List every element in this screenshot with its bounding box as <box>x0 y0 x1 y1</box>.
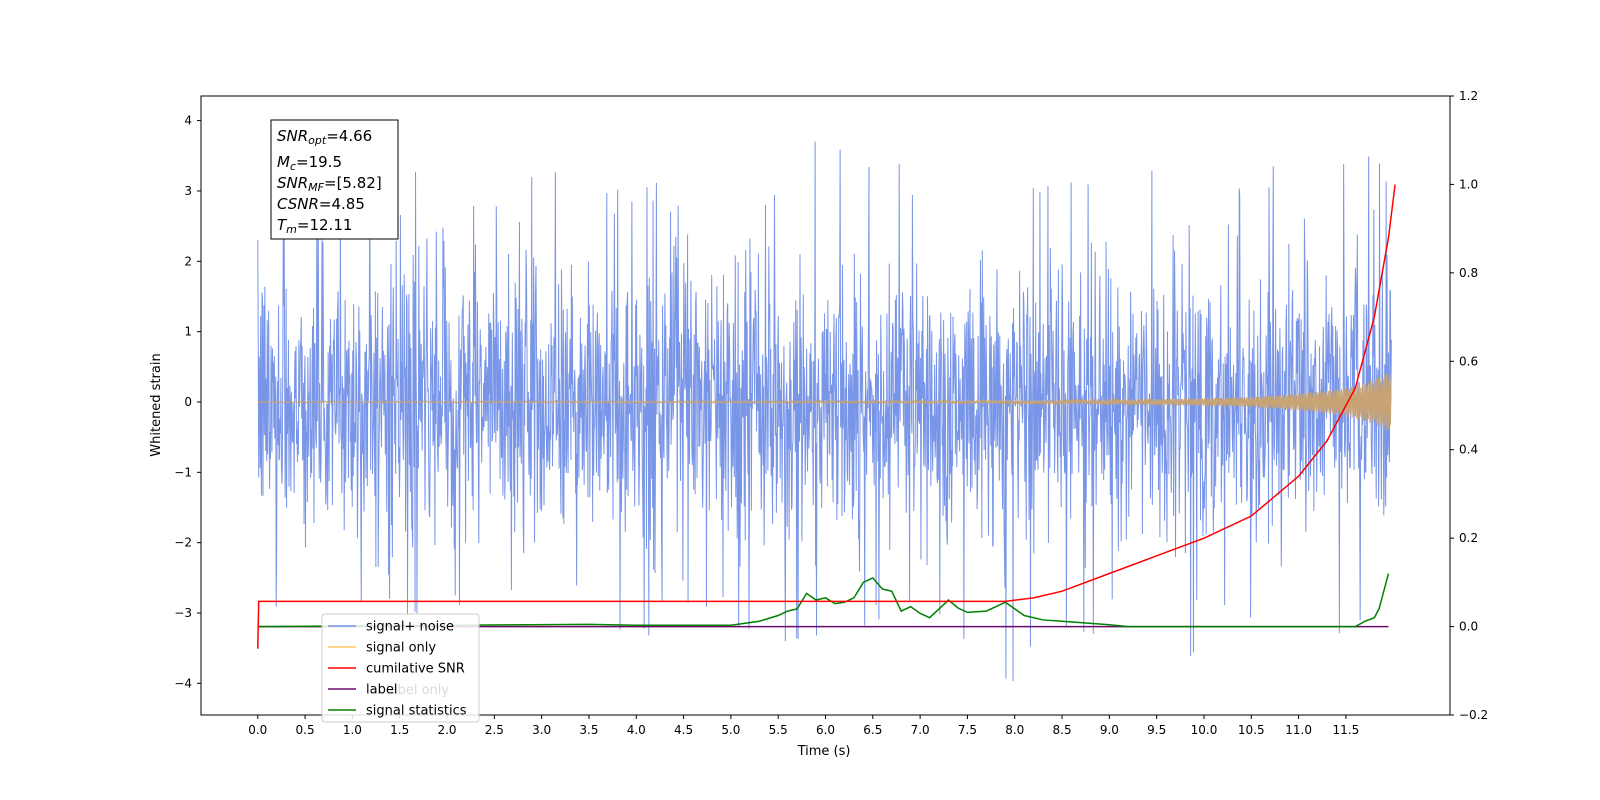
y-tick-label: 0 <box>184 395 192 409</box>
stats-box-frame <box>270 119 399 240</box>
x-tick-label: 6.5 <box>863 723 882 737</box>
stats-box: SNRopt=4.66 Mc=19.5 SNRMF=[5.82] CSNR=4.… <box>270 119 399 240</box>
legend-frame <box>321 613 480 723</box>
y-tick-label: 1 <box>184 325 192 339</box>
x-tick-label: 11.5 <box>1333 723 1360 737</box>
y2-tick-label: 0.6 <box>1459 354 1478 368</box>
x-tick-label: 2.5 <box>485 723 504 737</box>
y2-tick-label: −0.2 <box>1459 708 1488 722</box>
y2-tick-label: 0.0 <box>1459 620 1478 634</box>
x-tick-label: 8.5 <box>1053 723 1072 737</box>
csnr-text: CSNR=4.85 <box>277 195 365 213</box>
y2-tick-label: 0.2 <box>1459 531 1478 545</box>
x-tick-label: 3.0 <box>532 723 551 737</box>
x-tick-label: 10.0 <box>1191 723 1218 737</box>
x-tick-label: 0.0 <box>248 723 267 737</box>
y-tick-label: 4 <box>184 114 192 128</box>
x-tick-label: 0.5 <box>296 723 315 737</box>
x-tick-label: 7.0 <box>911 723 930 737</box>
legend-label: label <box>366 683 397 698</box>
legend-label: signal+ noise <box>366 620 454 635</box>
series-cumulative-snr <box>257 184 1396 649</box>
series-signal-noise <box>257 141 1392 682</box>
x-tick-label: 4.0 <box>627 723 646 737</box>
x-tick-label: 1.5 <box>390 723 409 737</box>
x-tick-label: 5.0 <box>721 723 740 737</box>
legend: label only signal+ noise signal only cumil… <box>321 613 480 723</box>
x-tick-label: 10.5 <box>1238 723 1265 737</box>
tm-text: Tm=12.11 <box>277 216 352 236</box>
x-tick-label: 7.5 <box>958 723 977 737</box>
x-tick-label: 5.5 <box>769 723 788 737</box>
y-axis-label: Whitened strain <box>149 353 164 456</box>
legend-label: signal statistics <box>366 704 467 719</box>
y-tick-label: −4 <box>174 676 192 690</box>
x-axis: 0.0 0.5 1.0 1.5 2.0 2.5 3.0 3.5 4.0 4.5 5.0 5.5 6.0 6… <box>248 715 1359 737</box>
snr-opt-text: SNRopt=4.66 <box>277 127 372 147</box>
legend-items: signal+ noise signal only cumilative SNR la… <box>328 620 467 719</box>
x-tick-label: 6.0 <box>816 723 835 737</box>
legend-label: signal only <box>366 641 436 656</box>
mc-text: Mc=19.5 <box>277 153 342 173</box>
x-tick-label: 8.0 <box>1005 723 1024 737</box>
y-tick-label: −3 <box>174 606 192 620</box>
x-axis-label: Time (s) <box>797 744 851 759</box>
y-axis-right: 1.2 1.0 0.8 0.6 0.4 0.2 0.0 −0.2 <box>1450 89 1488 722</box>
legend-ghost-text: label only <box>386 683 449 698</box>
plot-area <box>257 141 1396 682</box>
y-axis-left: 4 3 2 1 0 −1 −2 −3 −4 <box>174 114 201 690</box>
x-tick-label: 4.5 <box>674 723 693 737</box>
x-tick-label: 1.0 <box>343 723 362 737</box>
y-tick-label: −1 <box>174 465 192 479</box>
y-tick-label: −2 <box>174 536 192 550</box>
legend-label: cumilative SNR <box>366 662 465 677</box>
y2-tick-label: 1.0 <box>1459 177 1478 191</box>
x-tick-label: 11.0 <box>1285 723 1312 737</box>
x-tick-label: 9.5 <box>1147 723 1166 737</box>
series-signal-statistics <box>257 573 1390 628</box>
y2-tick-label: 0.8 <box>1459 266 1478 280</box>
y2-tick-label: 1.2 <box>1459 89 1478 103</box>
y-tick-label: 2 <box>184 254 192 268</box>
snr-mf-text: SNRMF=[5.82] <box>277 174 382 194</box>
y2-tick-label: 0.4 <box>1459 443 1478 457</box>
x-tick-label: 2.0 <box>437 723 456 737</box>
x-tick-label: 9.0 <box>1100 723 1119 737</box>
y-tick-label: 3 <box>184 184 192 198</box>
series-signal-only <box>257 373 1392 431</box>
x-tick-label: 3.5 <box>579 723 598 737</box>
